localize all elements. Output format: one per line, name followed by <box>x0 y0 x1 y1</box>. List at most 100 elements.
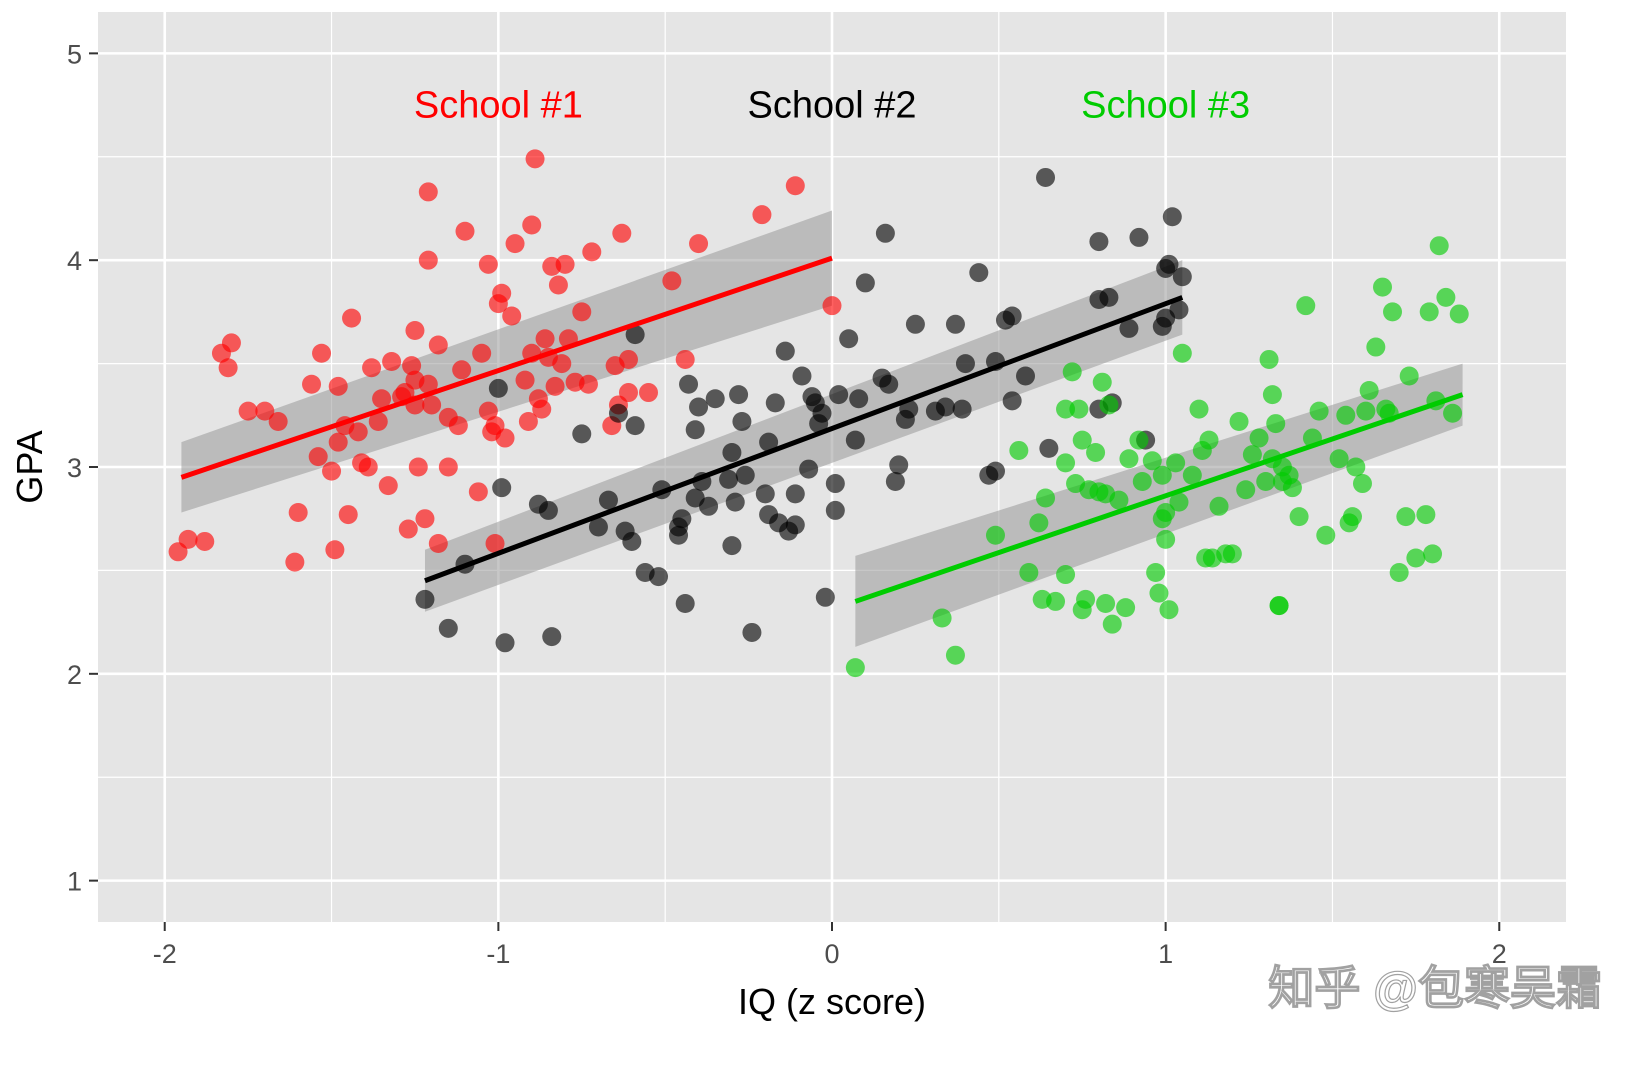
data-point <box>1096 594 1116 613</box>
data-point <box>1236 480 1256 500</box>
data-point <box>1316 525 1336 545</box>
data-point <box>552 354 572 374</box>
data-point <box>342 308 362 328</box>
data-point <box>1342 507 1362 527</box>
data-point <box>1062 362 1082 382</box>
data-point <box>1156 529 1176 549</box>
y-tick-label: 5 <box>67 39 82 69</box>
data-point <box>969 263 989 283</box>
data-point <box>1142 451 1162 471</box>
data-point <box>815 587 835 607</box>
data-point <box>845 658 865 678</box>
data-point <box>478 401 498 421</box>
data-point <box>1129 227 1149 247</box>
data-point <box>729 385 749 405</box>
data-point <box>578 374 598 394</box>
data-point <box>689 397 709 417</box>
data-point <box>515 370 535 390</box>
data-point <box>538 500 558 520</box>
data-point <box>1162 207 1182 227</box>
data-point <box>1259 349 1279 369</box>
data-point <box>545 376 565 396</box>
data-point <box>845 430 865 450</box>
data-point <box>955 354 975 374</box>
data-point <box>415 509 435 529</box>
data-point <box>452 360 472 380</box>
data-point <box>492 478 512 498</box>
data-point <box>825 474 845 494</box>
data-point <box>368 412 388 431</box>
data-point <box>492 283 512 303</box>
data-point <box>1399 366 1419 386</box>
data-point <box>1389 562 1409 582</box>
data-point <box>525 149 545 169</box>
data-point <box>238 401 258 421</box>
data-point <box>722 443 742 463</box>
data-point <box>1149 583 1169 603</box>
fit-line-3 <box>854 392 1464 604</box>
data-point <box>362 358 382 378</box>
data-point <box>485 534 505 554</box>
data-point <box>328 376 348 396</box>
data-point <box>1266 414 1286 434</box>
data-point <box>952 399 972 419</box>
data-point <box>195 531 215 551</box>
data-point <box>418 182 438 202</box>
data-point <box>1262 385 1282 405</box>
data-point <box>1309 401 1329 421</box>
data-point <box>488 378 508 398</box>
data-point <box>378 476 398 496</box>
data-point <box>572 302 592 322</box>
x-axis-title: IQ (z score) <box>738 981 926 1022</box>
data-point <box>598 490 618 510</box>
data-point <box>1132 471 1152 491</box>
data-point <box>535 329 555 349</box>
data-point <box>495 633 515 653</box>
data-point <box>722 536 742 556</box>
y-tick-label: 1 <box>67 867 82 897</box>
data-point <box>799 459 819 479</box>
data-point <box>785 515 805 535</box>
data-point <box>255 401 275 421</box>
data-point <box>1129 430 1149 450</box>
data-point <box>582 242 602 262</box>
data-point <box>532 399 552 419</box>
data-point <box>1119 449 1139 469</box>
data-point <box>1229 412 1249 431</box>
data-point <box>1209 496 1229 516</box>
data-point <box>1416 505 1436 525</box>
data-point <box>662 271 682 291</box>
data-point <box>422 395 442 415</box>
y-axis: 1 2 3 4 5 <box>67 39 98 897</box>
data-point <box>405 321 425 340</box>
data-point <box>308 447 328 467</box>
data-point <box>639 383 658 403</box>
data-point <box>1072 430 1092 450</box>
data-point <box>402 356 422 376</box>
data-point <box>625 416 645 436</box>
data-point <box>448 416 468 436</box>
data-point <box>1429 236 1449 256</box>
data-point <box>285 552 305 572</box>
data-point <box>1119 318 1139 338</box>
data-point <box>612 223 632 243</box>
data-point <box>618 383 638 403</box>
data-point <box>1346 457 1366 477</box>
data-point <box>705 389 725 409</box>
data-point <box>418 374 438 394</box>
data-point <box>178 529 198 549</box>
data-point <box>522 215 542 235</box>
data-point <box>1169 492 1189 512</box>
data-point <box>408 457 428 477</box>
x-tick-label: -2 <box>153 939 177 969</box>
x-tick-label: -1 <box>486 939 510 969</box>
data-point <box>325 540 345 560</box>
data-point <box>945 645 965 665</box>
data-point <box>322 461 342 481</box>
data-point <box>759 432 779 452</box>
data-point <box>418 250 438 270</box>
data-point <box>675 594 695 613</box>
data-point <box>1443 403 1463 423</box>
data-point <box>675 349 695 369</box>
series-label-2: School #2 <box>747 84 916 126</box>
